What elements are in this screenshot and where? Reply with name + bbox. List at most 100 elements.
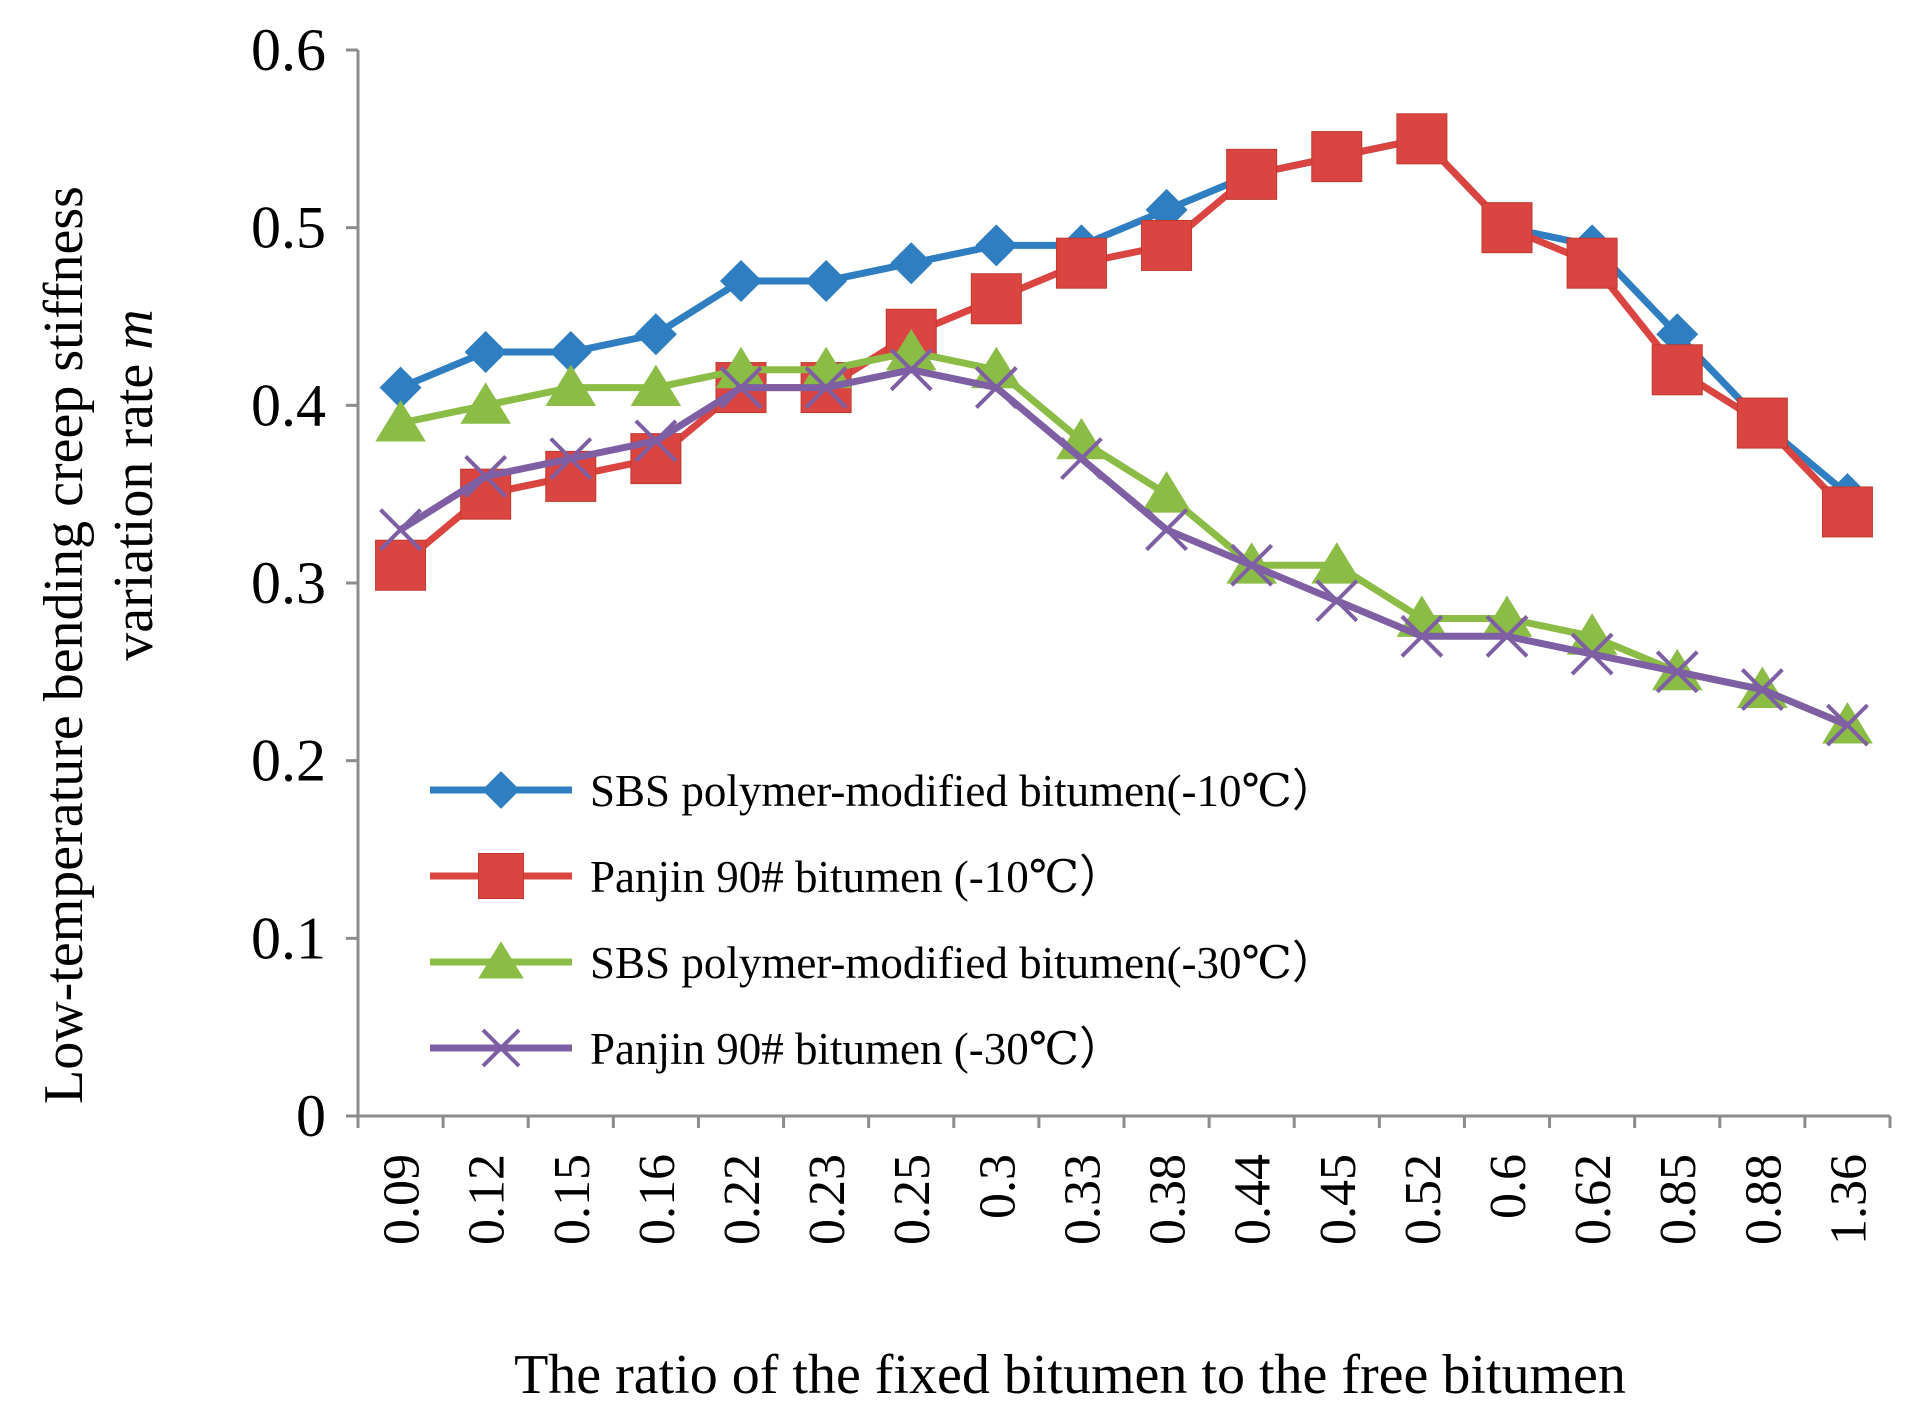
x-tick-label: 0.6 [1480,1154,1537,1219]
x-tick-label: 0.16 [629,1154,686,1245]
x-tick-label: 0.23 [799,1154,856,1245]
diamond-marker [634,313,677,356]
x-tick-label: 0.38 [1140,1154,1197,1245]
x-tick-label: 1.36 [1820,1154,1877,1245]
series-line [399,348,1849,729]
legend-label: Panjin 90# bitumen (-30℃） [590,1024,1124,1074]
triangle-marker [1566,613,1618,655]
legend-entry: Panjin 90# bitumen (-10℃） [430,852,1124,902]
legend-label: SBS polymer-modified bitumen(-30℃） [590,938,1337,988]
x-axis-title: The ratio of the fixed bitumen to the fr… [514,1344,1626,1406]
triangle-marker [1481,595,1533,637]
x-marker-stroke [974,366,1018,409]
x-marker-stroke [1230,543,1274,587]
square-marker [1141,219,1193,271]
triangle-marker [478,941,524,979]
x-marker-stroke [1060,437,1103,481]
x-marker-stroke [464,454,508,498]
chart-legend: SBS polymer-modified bitumen(-10℃） Panjin… [430,766,1337,1074]
chart-axes [346,48,1892,1128]
x-marker-stroke [889,348,933,392]
series-line [398,366,1849,729]
square-marker [1651,344,1703,396]
series-4 [379,348,1869,747]
square-marker [1481,202,1533,254]
x-marker-stroke [379,508,422,552]
x-marker-stroke [1400,614,1444,658]
x-tick-label: 0.85 [1650,1154,1707,1245]
y-tick-label: 0.6 [251,17,326,83]
x-tick-label: 0.12 [459,1154,516,1245]
triangle-marker [1141,471,1192,513]
square-marker [1736,397,1788,449]
legend-label: SBS polymer-modified bitumen(-10℃） [590,766,1337,816]
y-axis-title-text: variation rate [103,350,165,661]
x-marker-stroke [1485,614,1529,658]
triangle-marker [1396,595,1448,637]
triangle-marker [1311,542,1363,584]
x-tick-label: 0.62 [1565,1154,1622,1245]
x-tick-labels: 0.09 0.12 0.15 0.16 0.22 0.23 0.25 0.3 0.33 0.38 0… [374,1154,1878,1245]
triangle-marker [545,364,597,406]
triangle-marker [885,329,937,371]
legend-entry: SBS polymer-modified bitumen(-30℃） [430,938,1337,988]
x-marker-stroke [804,366,848,409]
x-tick-label: 0.3 [969,1154,1026,1219]
y-tick-label: 0 [296,1083,326,1149]
legend-entry: SBS polymer-modified bitumen(-10℃） [430,766,1337,816]
y-tick-label: 0.3 [251,550,326,616]
triangle-marker [715,346,767,389]
square-marker [1226,148,1278,200]
square-marker [1566,237,1618,289]
diamond-marker [805,259,848,302]
series-layer [375,113,1873,747]
diamond-marker [379,366,422,409]
x-marker-stroke [1655,650,1699,694]
triangle-marker [375,400,426,442]
diamond-marker [975,224,1018,267]
x-marker-stroke [481,1028,521,1068]
diamond-marker [464,331,507,374]
square-marker [1055,237,1107,289]
square-marker [1311,131,1363,183]
x-marker-stroke [1740,668,1784,712]
series-2 [375,113,1873,591]
y-tick-label: 0.5 [251,195,326,261]
triangle-marker [630,364,682,406]
square-marker [478,853,524,899]
x-tick-label: 0.88 [1735,1154,1792,1245]
y-axis-title-variable: m [103,309,165,349]
square-marker [1396,113,1448,165]
diamond-marker [482,771,520,809]
x-tick-label: 0.33 [1054,1154,1111,1245]
square-marker [1821,486,1873,538]
x-marker-stroke [634,419,678,463]
x-marker-stroke [1826,703,1869,747]
y-axis-title-line2: variation rate m [103,309,165,660]
diamond-marker [720,259,762,302]
y-tick-labels: 0 0.1 0.2 0.3 0.4 0.5 0.6 [251,17,326,1149]
x-marker-stroke [719,366,763,409]
diamond-marker [549,331,592,374]
x-tick-label: 0.22 [714,1154,771,1245]
triangle-marker [800,346,852,389]
x-marker-stroke [549,437,593,481]
x-tick-label: 0.44 [1225,1154,1282,1245]
series-3 [375,329,1873,744]
x-tick-label: 0.15 [544,1154,601,1245]
y-tick-label: 0.2 [251,728,326,794]
x-marker-stroke [1315,579,1359,623]
triangle-marker [971,346,1022,389]
x-marker-stroke [1145,508,1188,552]
triangle-marker [460,382,511,424]
y-tick-label: 0.1 [251,905,326,971]
x-tick-label: 0.45 [1310,1154,1367,1245]
x-tick-label: 0.25 [884,1154,941,1245]
y-axis-title-line1: Low-temperature bending creep stiffness [33,186,95,1104]
square-marker [970,273,1022,325]
x-marker-stroke [1570,632,1614,676]
diamond-marker [890,242,933,285]
x-tick-label: 0.09 [374,1154,431,1245]
legend-label: Panjin 90# bitumen (-10℃） [590,852,1124,902]
